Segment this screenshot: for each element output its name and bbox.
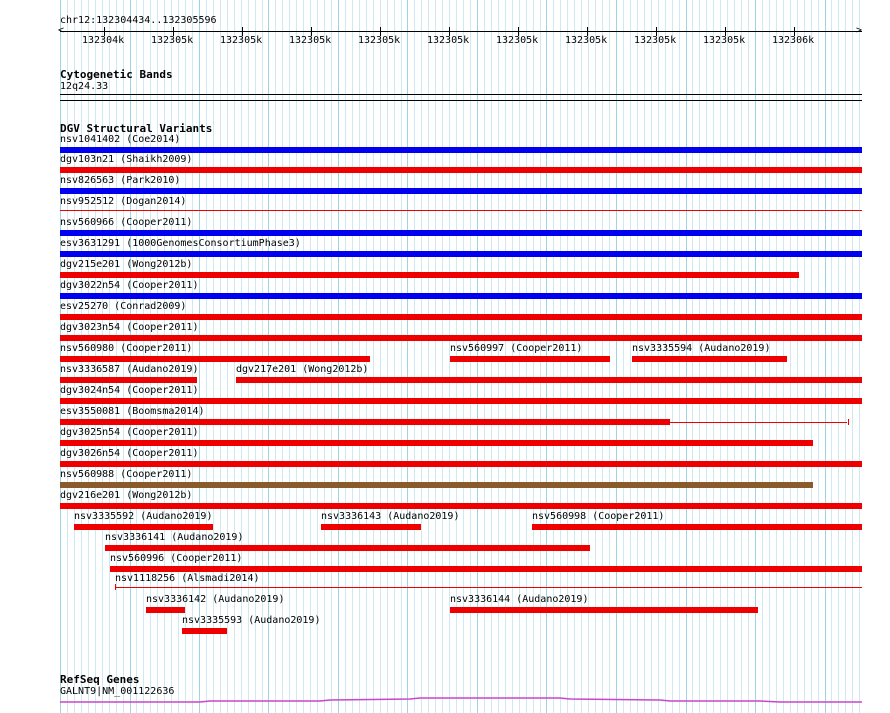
ruler-tick-mark (794, 27, 795, 36)
ruler-tick-mark (104, 27, 105, 36)
sv-feature-bar[interactable] (60, 314, 862, 320)
sv-feature-bar[interactable] (60, 251, 862, 257)
sv-feature-label[interactable]: dgv217e201 (Wong2012b) (236, 364, 369, 375)
sv-feature-label[interactable]: dgv3025n54 (Cooper2011) (60, 427, 199, 438)
sv-feature-bar[interactable] (60, 272, 799, 278)
ruler-tick-mark (656, 27, 657, 36)
sv-feature-tail[interactable] (670, 422, 847, 423)
sv-feature-label[interactable]: esv25270 (Conrad2009) (60, 301, 187, 312)
ruler-tick-label: 132305k (220, 35, 263, 46)
sv-feature-bar[interactable] (60, 482, 813, 488)
ruler-tick-mark (311, 27, 312, 36)
sv-feature-label[interactable]: nsv3335593 (Audano2019) (182, 615, 321, 626)
sv-feature-bar[interactable] (632, 356, 787, 362)
ruler-arrow-right: > (856, 25, 863, 36)
cytoband-band-line[interactable] (60, 94, 862, 95)
sv-feature-bar[interactable] (60, 440, 813, 446)
sv-feature-cap (848, 419, 849, 425)
ruler-tick-label: 132305k (358, 35, 401, 46)
refseq-gene-label[interactable]: GALNT9|NM_001122636 (60, 686, 175, 697)
refseq-gene-feature[interactable] (60, 693, 862, 705)
sv-feature-bar[interactable] (236, 377, 862, 383)
ruler-tick-mark (587, 27, 588, 36)
sv-feature-bar[interactable] (182, 628, 227, 634)
sv-feature-bar[interactable] (60, 461, 862, 467)
sv-feature-label[interactable]: dgv103n21 (Shaikh2009) (60, 154, 193, 165)
sv-feature-cap (115, 584, 116, 590)
sv-feature-label[interactable]: nsv1041402 (Coe2014) (60, 134, 181, 145)
sv-feature-bar[interactable] (450, 607, 758, 613)
sv-feature-label[interactable]: nsv560988 (Cooper2011) (60, 469, 193, 480)
ruler-tick-mark (725, 27, 726, 36)
sv-feature-label[interactable]: nsv560997 (Cooper2011) (450, 343, 583, 354)
sv-feature-bar[interactable] (60, 293, 862, 299)
sv-feature-label[interactable]: esv3631291 (1000GenomesConsortiumPhase3) (60, 238, 301, 249)
sv-feature-bar[interactable] (321, 524, 421, 530)
sv-feature-label[interactable]: dgv3026n54 (Cooper2011) (60, 448, 199, 459)
sv-feature-label[interactable]: nsv952512 (Dogan2014) (60, 196, 187, 207)
track-separator (60, 100, 862, 101)
sv-feature-bar[interactable] (60, 419, 670, 425)
sv-feature-label[interactable]: nsv3336143 (Audano2019) (321, 511, 460, 522)
sv-feature-bar[interactable] (60, 147, 862, 153)
sv-feature-label[interactable]: nsv3336144 (Audano2019) (450, 594, 589, 605)
ruler-tick-mark (518, 27, 519, 36)
refseq-gene-line (60, 697, 862, 703)
ruler-tick-label: 132305k (703, 35, 746, 46)
sv-feature-bar[interactable] (146, 607, 185, 613)
sv-feature-label[interactable]: nsv1118256 (Alsmadi2014) (115, 573, 260, 584)
sv-feature-bar[interactable] (74, 524, 213, 530)
sv-feature-label[interactable]: dgv3022n54 (Cooper2011) (60, 280, 199, 291)
sv-feature-label[interactable]: dgv216e201 (Wong2012b) (60, 490, 193, 501)
refseq-track-title[interactable]: RefSeq Genes (60, 673, 140, 686)
ruler-tick-mark (242, 27, 243, 36)
cytoband-track-title[interactable]: Cytogenetic Bands (60, 68, 173, 81)
sv-feature-bar[interactable] (532, 524, 862, 530)
ruler-tick-mark (449, 27, 450, 36)
sv-feature-label[interactable]: nsv3336587 (Audano2019) (60, 364, 199, 375)
sv-feature-label[interactable]: nsv560998 (Cooper2011) (532, 511, 665, 522)
sv-feature-bar[interactable] (60, 398, 862, 404)
dgv-track-title[interactable]: DGV Structural Variants (60, 122, 213, 135)
sv-feature-bar[interactable] (110, 566, 862, 572)
ruler-tick-label: 132305k (151, 35, 194, 46)
sv-feature-bar[interactable] (60, 188, 862, 194)
sv-feature-label[interactable]: dgv3023n54 (Cooper2011) (60, 322, 199, 333)
ruler-tick-label: 132305k (634, 35, 677, 46)
sv-feature-label[interactable]: nsv3336142 (Audano2019) (146, 594, 285, 605)
sv-feature-bar[interactable] (450, 356, 610, 362)
sv-feature-label[interactable]: nsv826563 (Park2010) (60, 175, 181, 186)
sv-feature-label[interactable]: nsv560966 (Cooper2011) (60, 217, 193, 228)
sv-feature-line[interactable] (60, 210, 862, 211)
ruler-tick-mark (380, 27, 381, 36)
sv-feature-bar[interactable] (60, 377, 197, 383)
ruler-tick-label: 132305k (496, 35, 539, 46)
sv-feature-bar[interactable] (60, 335, 862, 341)
sv-feature-bar[interactable] (105, 545, 590, 551)
ruler-location: chr12:132304434..132305596 (60, 15, 217, 26)
sv-feature-label[interactable]: esv3550081 (Boomsma2014) (60, 406, 205, 417)
ruler-tick-label: 132305k (565, 35, 608, 46)
ruler-tick-label: 132305k (427, 35, 470, 46)
sv-feature-bar[interactable] (60, 167, 862, 173)
ruler-axis[interactable] (60, 31, 862, 32)
sv-feature-label[interactable]: nsv560996 (Cooper2011) (110, 553, 243, 564)
ruler-tick-label: 132304k (82, 35, 125, 46)
sv-feature-label[interactable]: nsv3336141 (Audano2019) (105, 532, 244, 543)
sv-feature-line[interactable] (115, 587, 862, 588)
sv-feature-bar[interactable] (60, 230, 862, 236)
ruler-tick-label: 132306k (772, 35, 815, 46)
sv-feature-bar[interactable] (60, 503, 862, 509)
sv-feature-label[interactable]: nsv3335594 (Audano2019) (632, 343, 771, 354)
sv-feature-label[interactable]: nsv560980 (Cooper2011) (60, 343, 193, 354)
ruler-tick-label: 132305k (289, 35, 332, 46)
ruler-tick-mark (173, 27, 174, 36)
sv-feature-bar[interactable] (60, 356, 370, 362)
sv-feature-label[interactable]: dgv3024n54 (Cooper2011) (60, 385, 199, 396)
sv-feature-label[interactable]: dgv215e201 (Wong2012b) (60, 259, 193, 270)
ruler-arrow-left: < (58, 25, 65, 36)
cytoband-label: 12q24.33 (60, 81, 109, 92)
sv-feature-label[interactable]: nsv3335592 (Audano2019) (74, 511, 213, 522)
